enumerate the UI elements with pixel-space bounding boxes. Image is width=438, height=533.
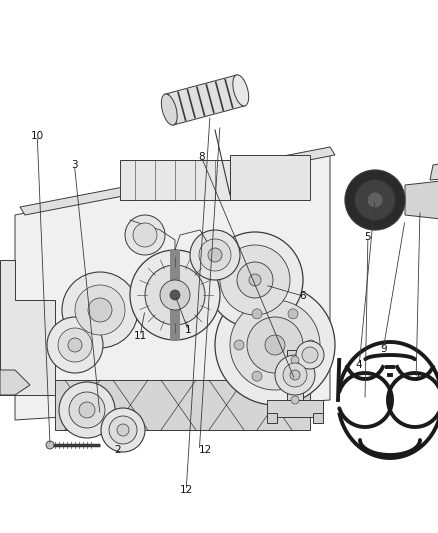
Circle shape	[345, 170, 405, 230]
Circle shape	[190, 230, 240, 280]
Circle shape	[290, 370, 300, 380]
Circle shape	[58, 328, 92, 362]
Text: 11: 11	[134, 331, 147, 341]
Circle shape	[133, 223, 157, 247]
Text: 8: 8	[198, 152, 205, 162]
Text: 2: 2	[114, 446, 120, 455]
Circle shape	[234, 340, 244, 350]
Polygon shape	[0, 370, 30, 395]
Circle shape	[367, 192, 383, 208]
Circle shape	[208, 248, 222, 262]
Polygon shape	[230, 155, 310, 200]
Circle shape	[47, 317, 103, 373]
Circle shape	[62, 272, 138, 348]
Circle shape	[75, 285, 125, 335]
Circle shape	[291, 396, 299, 404]
Polygon shape	[170, 250, 180, 340]
Circle shape	[145, 265, 205, 325]
Circle shape	[252, 371, 262, 381]
Circle shape	[59, 382, 115, 438]
Circle shape	[283, 363, 307, 387]
Circle shape	[170, 290, 180, 300]
Circle shape	[101, 408, 145, 452]
Circle shape	[215, 285, 335, 405]
Circle shape	[252, 309, 262, 319]
Circle shape	[230, 300, 320, 390]
Circle shape	[237, 262, 273, 298]
Circle shape	[160, 280, 190, 310]
Circle shape	[68, 338, 82, 352]
Circle shape	[291, 376, 299, 384]
Circle shape	[69, 392, 105, 428]
Ellipse shape	[233, 75, 249, 106]
Circle shape	[207, 232, 303, 328]
Circle shape	[130, 250, 220, 340]
Circle shape	[249, 274, 261, 286]
Text: 10: 10	[31, 131, 44, 141]
Circle shape	[88, 298, 112, 322]
Polygon shape	[0, 260, 55, 395]
Circle shape	[355, 180, 395, 220]
Circle shape	[275, 355, 315, 395]
Polygon shape	[55, 380, 310, 430]
Circle shape	[265, 335, 285, 355]
Circle shape	[296, 341, 324, 369]
Circle shape	[288, 309, 298, 319]
Circle shape	[199, 239, 231, 271]
Text: 5: 5	[364, 232, 371, 242]
Text: 12: 12	[180, 486, 193, 495]
Circle shape	[46, 441, 54, 449]
Polygon shape	[20, 147, 335, 215]
Text: 1: 1	[185, 326, 192, 335]
Circle shape	[291, 356, 299, 364]
Circle shape	[117, 424, 129, 436]
Polygon shape	[405, 180, 438, 220]
Text: 6: 6	[299, 291, 306, 301]
Polygon shape	[120, 160, 230, 200]
Polygon shape	[287, 350, 303, 415]
Polygon shape	[313, 413, 323, 423]
Circle shape	[125, 215, 165, 255]
Circle shape	[288, 371, 298, 381]
Text: 9: 9	[380, 344, 387, 354]
Polygon shape	[267, 413, 277, 423]
Circle shape	[302, 347, 318, 363]
Ellipse shape	[161, 94, 177, 125]
Circle shape	[220, 245, 290, 315]
Polygon shape	[15, 155, 330, 420]
Text: 4: 4	[356, 360, 363, 370]
Polygon shape	[430, 160, 438, 188]
Circle shape	[247, 317, 303, 373]
Polygon shape	[165, 75, 245, 125]
Text: 7: 7	[413, 374, 420, 383]
Polygon shape	[70, 415, 140, 440]
Polygon shape	[267, 400, 323, 417]
Circle shape	[306, 340, 316, 350]
Circle shape	[109, 416, 137, 444]
Text: 3: 3	[71, 160, 78, 170]
Circle shape	[79, 402, 95, 418]
Text: 12: 12	[199, 446, 212, 455]
